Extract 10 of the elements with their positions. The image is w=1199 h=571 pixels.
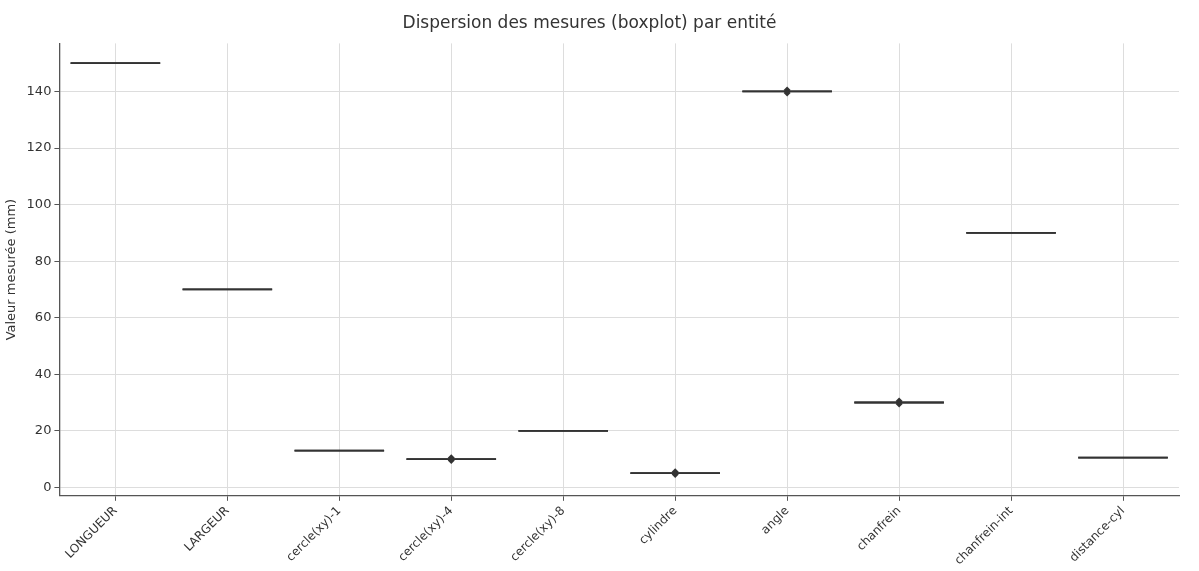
chart-title: Dispersion des mesures (boxplot) par entité	[402, 11, 777, 32]
y-tick-label: 80	[34, 252, 52, 268]
y-tick-label: 120	[26, 139, 52, 155]
y-tick-label: 40	[34, 365, 52, 381]
y-tick-label: 100	[26, 195, 52, 211]
y-tick-label: 60	[34, 309, 52, 325]
y-tick-label: 140	[26, 82, 52, 98]
y-axis-title: Valeur mesurée (mm)	[3, 198, 19, 341]
y-tick-label: 0	[43, 478, 52, 494]
y-tick-label: 20	[34, 422, 52, 438]
